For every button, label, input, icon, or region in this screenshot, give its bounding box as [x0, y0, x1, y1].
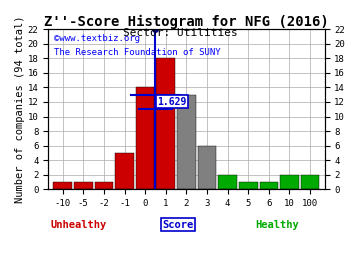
Bar	[198, 146, 216, 189]
Text: 1.629: 1.629	[158, 97, 187, 107]
Bar	[219, 175, 237, 189]
Bar	[115, 153, 134, 189]
Bar	[136, 87, 154, 189]
Bar	[157, 58, 175, 189]
Bar	[53, 182, 72, 189]
Text: ©www.textbiz.org: ©www.textbiz.org	[54, 34, 140, 43]
Y-axis label: Number of companies (94 total): Number of companies (94 total)	[15, 15, 25, 203]
Text: Score: Score	[162, 220, 194, 230]
Bar	[239, 182, 257, 189]
Bar	[260, 182, 278, 189]
Bar	[301, 175, 319, 189]
Title: Z''-Score Histogram for NFG (2016): Z''-Score Histogram for NFG (2016)	[44, 15, 329, 29]
Bar	[74, 182, 93, 189]
Text: Sector: Utilities: Sector: Utilities	[123, 28, 237, 38]
Bar	[280, 175, 299, 189]
Text: Healthy: Healthy	[256, 220, 300, 230]
Text: Unhealthy: Unhealthy	[50, 220, 107, 230]
Text: The Research Foundation of SUNY: The Research Foundation of SUNY	[54, 48, 220, 57]
Bar	[177, 95, 196, 189]
Bar	[95, 182, 113, 189]
